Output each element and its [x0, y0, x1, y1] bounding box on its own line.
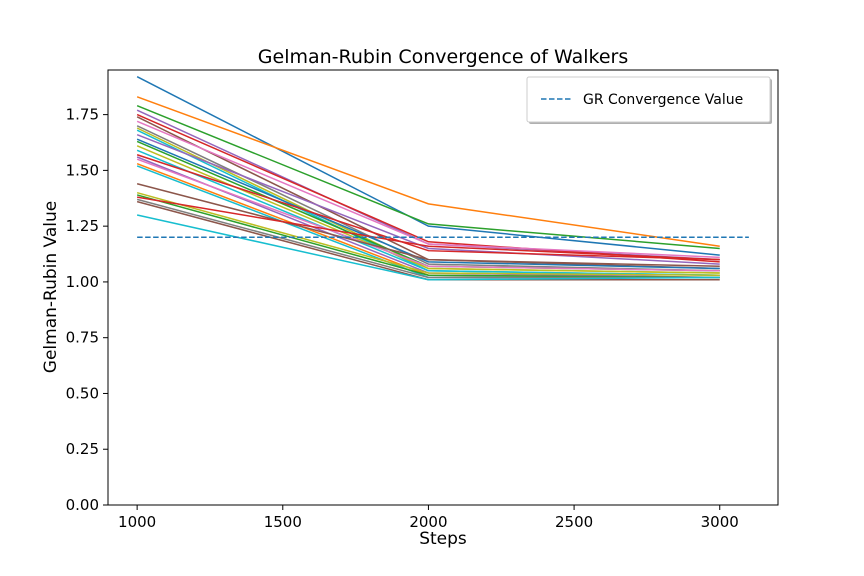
legend-label: GR Convergence Value [583, 92, 743, 108]
y-tick-label: 1.00 [66, 273, 99, 291]
plot-frame [107, 69, 779, 506]
series-line-1 [136, 76, 720, 256]
y-tick-label: 0.50 [66, 384, 99, 402]
series-line-3 [136, 104, 720, 250]
y-axis-label: Gelman-Rubin Value [41, 201, 61, 373]
legend-box [526, 76, 771, 123]
series-line-22 [136, 191, 720, 276]
series-line-12 [136, 138, 720, 270]
y-tick-label: 0.25 [66, 440, 99, 458]
series-line-7 [136, 120, 720, 259]
series-line-18 [136, 158, 720, 272]
series-line-21 [136, 183, 720, 268]
series-line-16 [136, 154, 720, 261]
x-axis-ticks: 1000 1500 2000 2500 3000 [118, 505, 739, 531]
series-line-11 [136, 133, 720, 265]
x-tick-label: 3000 [701, 513, 739, 531]
y-tick-label: 0.75 [66, 329, 99, 347]
series-line-2 [136, 96, 720, 247]
y-tick-label: 1.25 [66, 217, 99, 235]
x-axis-label: Steps [419, 529, 467, 549]
y-axis-ticks: 0.00 0.25 0.50 0.75 1.00 1.25 1.50 1.75 [66, 106, 108, 514]
series-layer [136, 76, 720, 281]
x-tick-label: 1000 [118, 513, 156, 531]
x-tick-label: 1500 [264, 513, 302, 531]
y-tick-label: 1.75 [66, 106, 99, 124]
y-tick-label: 1.50 [66, 161, 99, 179]
x-tick-label: 2500 [555, 513, 593, 531]
legend: GR Convergence Value [526, 76, 772, 124]
y-tick-label: 0.00 [66, 496, 99, 514]
x-tick-label: 2000 [409, 513, 447, 531]
series-line-24 [137, 196, 720, 261]
chart-title: Gelman-Rubin Convergence of Walkers [258, 46, 628, 68]
